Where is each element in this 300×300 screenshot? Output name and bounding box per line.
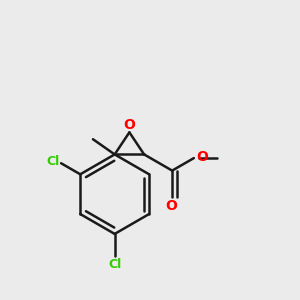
Text: O: O — [124, 118, 135, 132]
Text: O: O — [196, 150, 208, 164]
Text: O: O — [165, 199, 177, 213]
Text: Cl: Cl — [46, 155, 59, 168]
Text: Cl: Cl — [108, 258, 121, 271]
